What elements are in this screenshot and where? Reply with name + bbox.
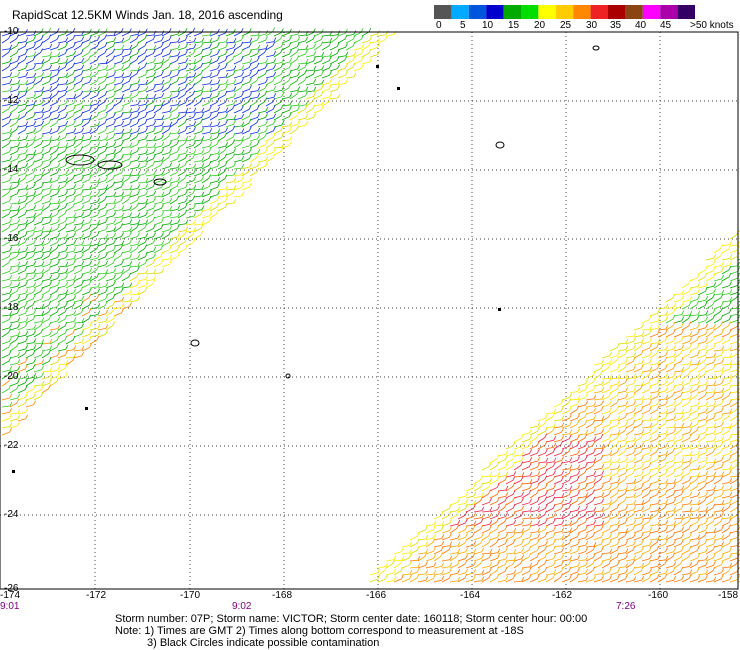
island-outline [495, 141, 505, 149]
wind-swath-west [1, 27, 397, 436]
scale-swatch [434, 5, 452, 19]
scale-label: 15 [508, 20, 520, 31]
longitude-label: -174 [0, 590, 21, 601]
island-dot [397, 87, 400, 90]
longitude-label: -160 [648, 590, 669, 601]
scale-label: 30 [586, 20, 598, 31]
longitude-label: -164 [460, 590, 481, 601]
scale-swatch [451, 5, 469, 19]
island-outline [97, 160, 123, 170]
note-line-1: Note: 1) Times are GMT 2) Times along bo… [115, 625, 524, 637]
storm-info-line: Storm number: 07P; Storm name: VICTOR; S… [115, 613, 588, 625]
scale-swatch [573, 5, 591, 19]
island-dot [498, 308, 501, 311]
latitude-label: -10 [4, 26, 19, 37]
scale-label: 10 [482, 20, 494, 31]
time-label-center: 9:02 [232, 601, 252, 612]
scale-swatch [468, 5, 487, 19]
island-dot [376, 65, 379, 68]
color-scale-labels: 0 5 10 15 20 25 30 35 40 45 >50 knots [430, 20, 740, 34]
longitude-label: -158 [718, 590, 739, 601]
scale-label: 35 [610, 20, 622, 31]
latitude-label: -20 [4, 371, 19, 382]
latitude-label: -16 [4, 233, 19, 244]
time-label-west: 9:01 [0, 601, 20, 612]
island-dot [85, 407, 88, 410]
island-outline [592, 45, 600, 51]
scale-swatch [642, 5, 661, 19]
latitude-label: -22 [4, 440, 19, 451]
scale-swatch [521, 5, 539, 19]
latitude-label: -24 [4, 509, 19, 520]
scale-swatch [625, 5, 643, 19]
scale-swatch [608, 5, 626, 19]
scale-swatch [538, 5, 556, 19]
time-label-east: 7:26 [616, 601, 636, 612]
longitude-label: -170 [180, 590, 201, 601]
latitude-label: -26 [4, 583, 19, 594]
map-title: RapidScat 12.5KM Winds Jan. 18, 2016 asc… [12, 8, 283, 22]
island-outline [65, 154, 95, 166]
island-outline [285, 373, 291, 379]
island-outline [153, 178, 167, 186]
scale-label: 45 [660, 20, 672, 31]
scale-label: 25 [560, 20, 572, 31]
scale-swatch [660, 5, 678, 19]
scale-label: 20 [534, 20, 546, 31]
latitude-label: -18 [4, 302, 19, 313]
scale-swatch [590, 5, 608, 19]
map-frame [0, 31, 739, 590]
scale-swatch [555, 5, 574, 19]
longitude-label: -166 [366, 590, 387, 601]
latitude-label: -12 [4, 95, 19, 106]
scale-swatch [503, 5, 521, 19]
latitude-label: -14 [4, 164, 19, 175]
scale-label: 5 [460, 20, 466, 31]
island-outline [190, 339, 200, 347]
wind-swath-east [369, 230, 740, 583]
longitude-label: -172 [86, 590, 107, 601]
note-line-2: 3) Black Circles indicate possible conta… [147, 637, 380, 649]
scale-swatch [677, 5, 695, 19]
scale-label: 0 [436, 20, 442, 31]
scale-label: 40 [635, 20, 647, 31]
longitude-label: -168 [272, 590, 293, 601]
island-outlines [12, 45, 600, 473]
scale-swatch [486, 5, 504, 19]
longitude-label: -162 [552, 590, 573, 601]
island-dot [12, 470, 15, 473]
scale-label: >50 knots [690, 20, 734, 31]
wind-speed-color-scale [434, 5, 695, 19]
